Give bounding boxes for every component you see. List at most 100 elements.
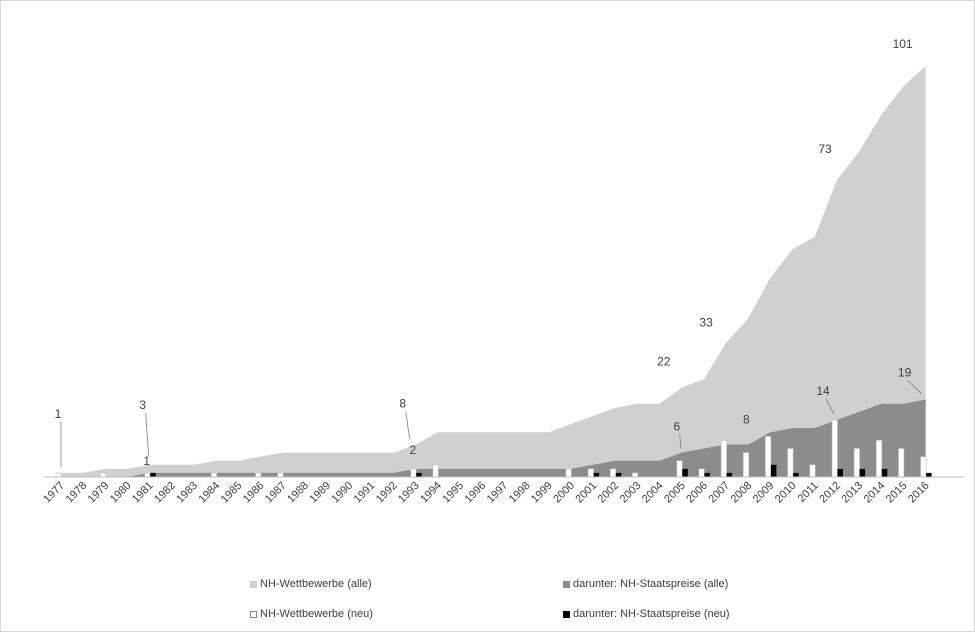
bar-wettbewerbe-neu [742,452,750,478]
x-tick-label: 1986 [241,480,267,506]
x-tick-label: 2009 [751,480,777,506]
data-label: 3 [139,398,146,412]
x-tick-label: 2006 [684,480,710,506]
bar-staatspreise-neu [770,464,777,477]
x-tick-label: 1992 [374,480,400,506]
x-tick-label: 2000 [551,480,577,506]
bar-wettbewerbe-neu [277,472,284,478]
bar-wettbewerbe-neu [432,464,439,478]
x-tick-label: 1980 [108,480,134,506]
x-tick-label: 1997 [485,480,511,506]
bar-wettbewerbe-neu [853,448,860,478]
bar-wettbewerbe-neu [632,472,639,478]
x-tick-label: 1994 [418,480,444,506]
x-tick-label: 2015 [884,480,910,506]
legend-item-staatspreise-alle: darunter: NH-Staatspreise (alle) [563,578,728,590]
data-label: 1 [55,407,62,421]
bar-wettbewerbe-neu [255,472,262,478]
x-tick-label: 2008 [729,480,755,506]
bar-wettbewerbe-neu [410,468,417,478]
bar-wettbewerbe-neu [809,464,816,478]
data-label: 73 [818,142,832,156]
x-tick-label: 2013 [839,480,865,506]
data-label: 22 [657,355,671,369]
bar-wettbewerbe-neu [787,448,794,478]
data-label: 101 [893,37,913,51]
bar-wettbewerbe-neu [55,472,62,478]
bar-staatspreise-neu [726,472,733,477]
bar-wettbewerbe-neu [765,435,772,478]
legend-label: darunter: NH-Staatspreise (neu) [573,608,730,620]
legend-item-wettbewerbe-alle: NH-Wettbewerbe (alle) [250,578,372,590]
bar-staatspreise-neu [150,472,156,477]
annotation-leader-line [145,412,150,457]
x-tick-label: 2007 [706,480,732,506]
x-tick-label: 1995 [440,480,466,506]
bar-staatspreise-neu [416,472,422,477]
x-tick-label: 2010 [773,480,799,506]
legend-label: NH-Wettbewerbe (alle) [260,578,372,590]
annotation-leader-line [679,434,682,449]
legend-swatch-white [250,610,257,618]
bar-wettbewerbe-neu [676,460,683,478]
data-label: 1 [143,454,150,468]
bar-staatspreise-neu [682,468,688,477]
bar-wettbewerbe-neu [144,472,151,478]
legend-label: darunter: NH-Staatspreise (alle) [573,578,729,590]
x-tick-label: 2012 [817,480,843,506]
x-tick-label: 1988 [285,480,311,506]
x-tick-label: 1978 [63,480,89,506]
x-tick-label: 2011 [796,480,821,505]
x-tick-label: 1982 [152,480,178,506]
data-label: 14 [816,384,830,398]
bar-staatspreise-neu [704,472,710,477]
x-tick-label: 2003 [618,480,644,506]
legend-item-wettbewerbe-neu: NH-Wettbewerbe (neu) [250,608,373,620]
x-tick-label: 1993 [396,480,422,506]
bar-wettbewerbe-neu [698,468,705,478]
bar-wettbewerbe-neu [100,472,107,478]
legend-swatch-dark-gray [563,580,570,588]
bar-staatspreise-neu [793,472,799,477]
area-series-2 [61,399,926,477]
x-tick-label: 1983 [174,480,200,506]
data-label: 8 [399,396,406,410]
data-label: 19 [898,366,912,380]
x-tick-label: 1987 [263,480,289,506]
x-tick-label: 1998 [507,480,533,506]
x-tick-label: 2002 [596,480,622,506]
area-series-1 [61,66,926,477]
bar-wettbewerbe-neu [898,448,905,478]
data-label: 33 [699,316,713,330]
bar-wettbewerbe-neu [565,468,572,478]
annotation-leader-line [405,411,411,440]
x-tick-label: 2016 [906,480,932,506]
bar-staatspreise-neu [837,468,843,477]
x-tick-label: 1999 [529,480,555,506]
bar-wettbewerbe-neu [831,419,838,478]
x-tick-label: 1977 [41,480,67,506]
legend-item-staatspreise-neu: darunter: NH-Staatspreise (neu) [563,608,730,620]
x-tick-label: 2001 [573,480,599,506]
data-label: 8 [743,412,750,426]
bar-wettbewerbe-neu [720,440,727,478]
legend-swatch-light-gray [250,580,257,588]
legend-swatch-black [563,610,570,618]
bar-staatspreise-neu [593,472,600,477]
annotation-leader-line [907,380,922,394]
x-tick-label: 2014 [862,480,888,506]
data-label: 2 [409,443,416,457]
x-tick-label: 1989 [307,480,333,506]
bar-staatspreise-neu [926,472,932,477]
bar-staatspreise-neu [859,468,866,477]
annotation-leader-line [825,398,835,415]
x-tick-label: 1981 [130,480,156,506]
bar-wettbewerbe-neu [609,468,617,478]
bar-wettbewerbe-neu [875,440,883,478]
bar-wettbewerbe-neu [587,468,594,478]
x-tick-label: 1984 [197,480,223,506]
legend-label: NH-Wettbewerbe (neu) [260,608,373,620]
x-tick-label: 2005 [662,480,688,506]
bar-staatspreise-neu [881,468,888,477]
